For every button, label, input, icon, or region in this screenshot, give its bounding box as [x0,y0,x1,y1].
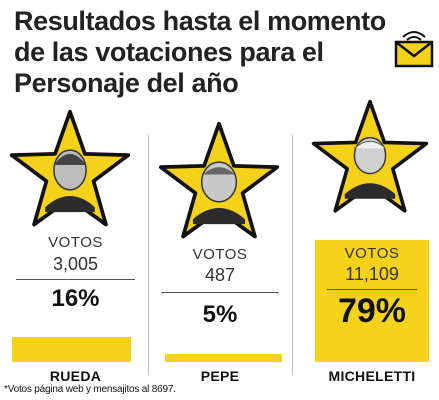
candidate-column-pepe: VOTOS 487 5% PEPE [153,100,287,390]
title-line-3: Personaje del año [14,68,239,98]
separator-line [327,289,417,290]
percentage-pepe: 5% [202,301,238,328]
bar-pepe [165,354,282,362]
star-portrait-rueda [9,109,131,227]
candidate-name-rueda: RUEDA [49,368,102,384]
candidate-column-rueda: VOTOS 3,005 16% RUEDA [8,100,143,390]
votes-label: VOTOS [344,245,400,262]
star-portrait-micheletti [311,99,429,213]
column-divider-2 [292,135,293,375]
bar-micheletti [315,240,429,362]
percentage-rueda: 16% [51,285,100,312]
bar-rueda [12,337,131,362]
votes-count-micheletti: 11,109 [345,264,399,284]
chart-title: Resultados hasta el momento de las votac… [14,6,394,99]
star-portrait-pepe [158,121,280,239]
candidate-name-pepe: PEPE [200,368,240,384]
votes-count-rueda: 3,005 [52,254,99,274]
column-divider-1 [148,135,149,375]
votes-label: VOTOS [48,234,103,251]
candidate-name-micheletti: MICHELETTI [328,368,416,384]
votes-count-pepe: 487 [204,265,236,285]
envelope-with-signal-icon [394,31,434,68]
title-line-2: de las votaciones para el [14,37,324,67]
votes-label: VOTOS [192,246,248,263]
footnote: *Votos página web y mensajitos al 8697. [4,384,176,395]
separator-line [16,279,135,280]
separator-line [161,292,279,293]
title-line-1: Resultados hasta el momento [14,6,386,36]
percentage-micheletti: 79% [337,292,407,330]
candidate-column-micheletti: VOTOS 11,109 79% MICHELETTI [297,99,435,390]
